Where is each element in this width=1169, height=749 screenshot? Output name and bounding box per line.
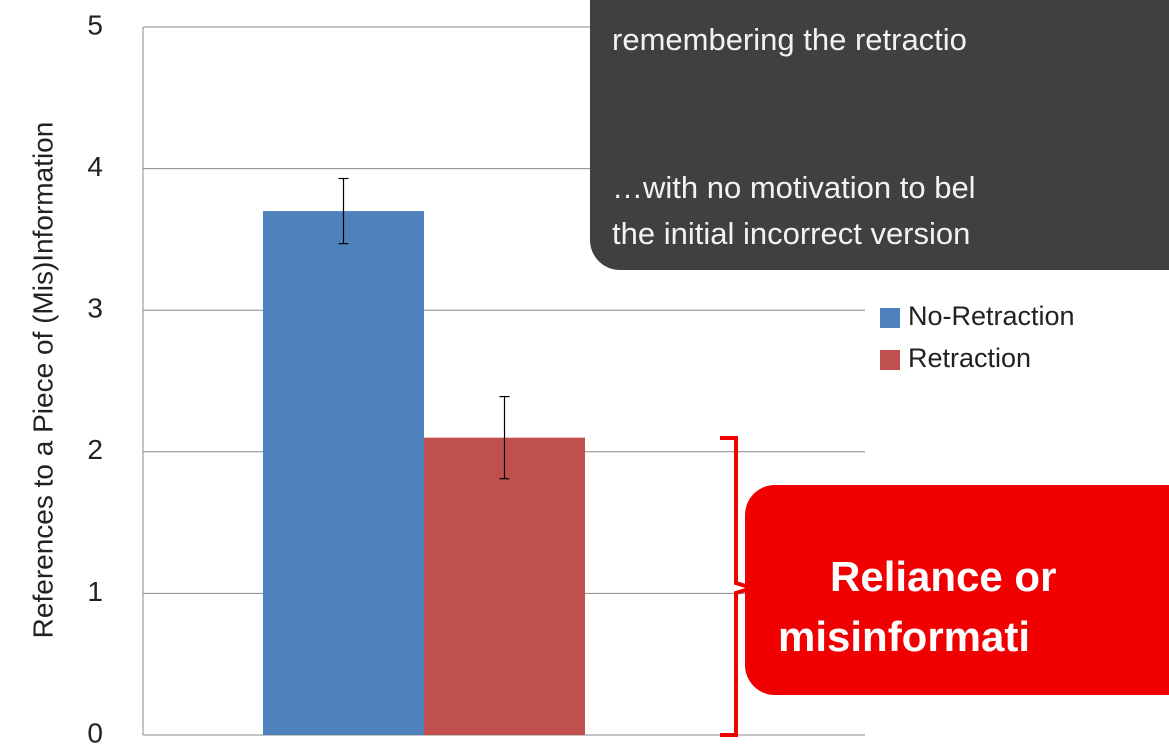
dark-box-text: remembering the retractio [612,22,967,57]
legend-swatch [880,350,900,370]
red-box-text: misinformati [778,613,1030,660]
y-tick-label: 4 [87,151,103,182]
y-tick-label: 1 [87,576,103,607]
legend-label: No-Retraction [908,301,1075,331]
legend-label: Retraction [908,343,1031,373]
y-tick-label: 2 [87,434,103,465]
bar [263,211,424,735]
red-box-text: Reliance or [830,553,1056,600]
dark-box-text: …with no motivation to bel [612,170,976,205]
y-tick-label: 5 [87,9,103,40]
red-box [745,485,1169,695]
plot: 0 1 2 3 4 5 No-Retraction Retraction [87,9,1074,748]
dark-box [590,0,1169,270]
y-tick-label: 0 [87,717,103,748]
dark-box-text: the initial incorrect version [612,216,970,251]
y-tick-label: 3 [87,293,103,324]
bar [424,437,585,735]
legend-swatch [880,308,900,328]
y-axis-label: References to a Piece of (Mis)Informatio… [27,122,58,639]
